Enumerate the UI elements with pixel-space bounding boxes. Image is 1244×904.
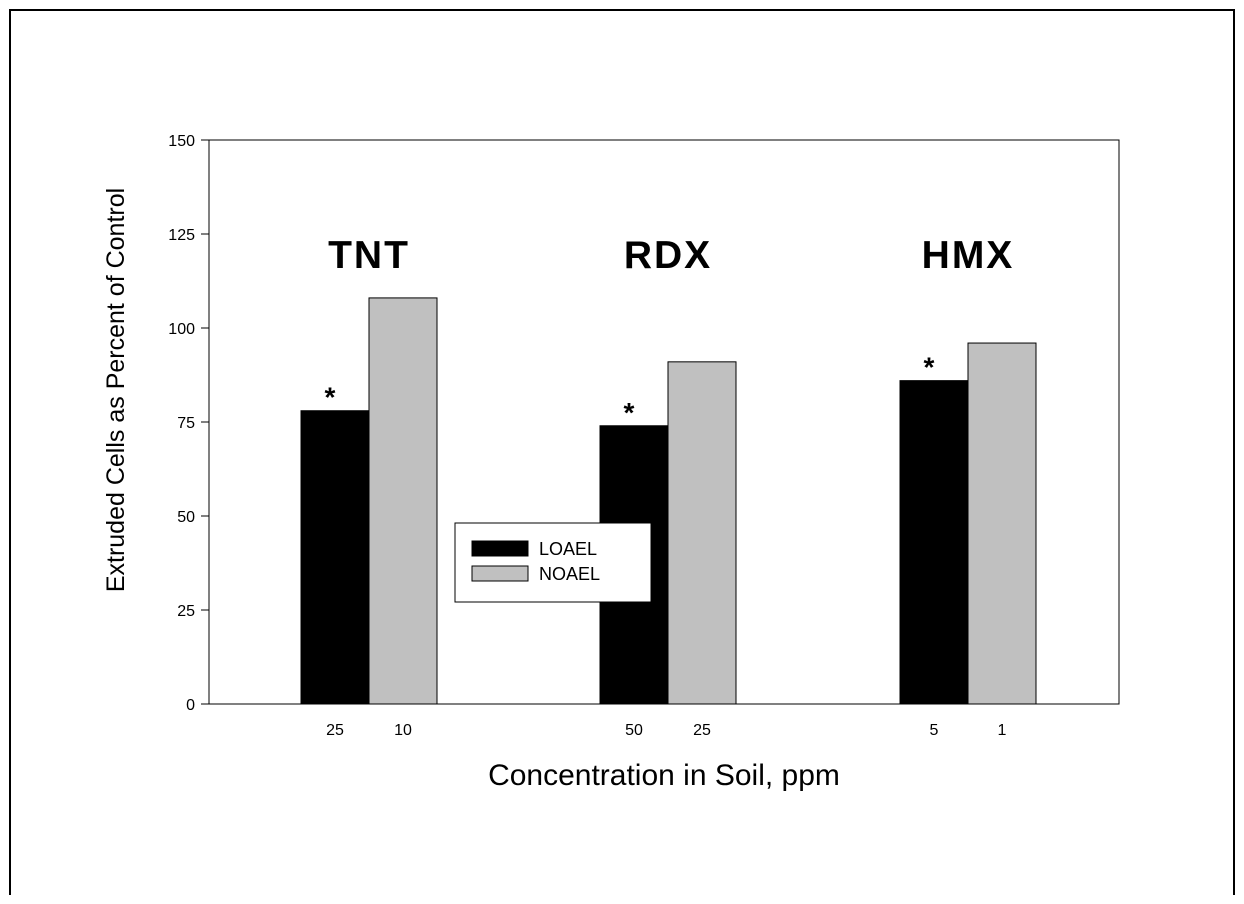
x-tick-label: 5 <box>930 722 939 739</box>
significance-marker: * <box>624 397 635 428</box>
legend-swatch-loael <box>471 540 529 557</box>
figure-frame <box>9 9 1235 895</box>
y-tick-label: 100 <box>168 321 195 338</box>
legend-box <box>454 522 652 603</box>
legend-label-noael: NOAEL <box>539 564 600 584</box>
group-label-rdx: RDX <box>624 234 712 277</box>
y-tick-label: 150 <box>168 133 195 150</box>
legend-label-loael: LOAEL <box>539 539 597 559</box>
x-tick-label: 1 <box>998 722 1007 739</box>
bar-loael-tnt <box>300 410 370 705</box>
bar-noael-hmx <box>967 342 1037 705</box>
x-tick-label: 10 <box>394 722 412 739</box>
significance-marker: * <box>924 352 935 383</box>
x-tick-label: 25 <box>693 722 711 739</box>
legend-swatch-noael <box>471 565 529 582</box>
group-label-tnt: TNT <box>328 234 410 277</box>
bar-loael-hmx <box>899 380 969 705</box>
bar-noael-tnt <box>368 297 438 705</box>
x-tick-label: 50 <box>625 722 643 739</box>
y-tick-label: 75 <box>177 415 195 432</box>
group-label-hmx: HMX <box>922 234 1015 277</box>
x-tick-label: 25 <box>326 722 344 739</box>
bar-noael-rdx <box>667 361 737 705</box>
significance-marker: * <box>325 382 336 413</box>
y-tick-label: 125 <box>168 227 195 244</box>
y-tick-label: 25 <box>177 603 195 620</box>
x-axis-label: Concentration in Soil, ppm <box>488 759 840 792</box>
y-tick-label: 0 <box>186 697 195 714</box>
y-tick-label: 50 <box>177 509 195 526</box>
y-axis-label: Extruded Cells as Percent of Control <box>102 188 130 592</box>
